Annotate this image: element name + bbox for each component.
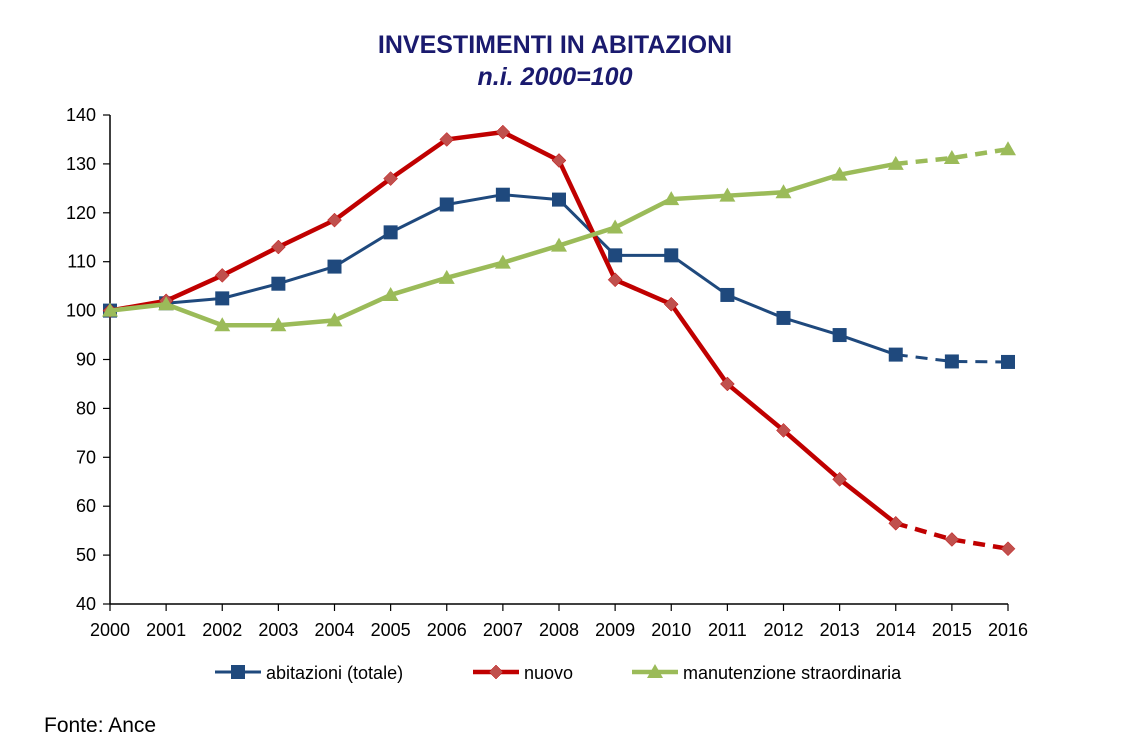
y-tick-label: 110 — [67, 252, 96, 272]
data-point — [552, 192, 566, 207]
x-tick-label: 2004 — [314, 620, 354, 640]
x-tick-label: 2008 — [539, 620, 579, 640]
y-tick-label: 90 — [76, 350, 96, 370]
data-point — [607, 219, 624, 234]
series-layer — [102, 124, 1016, 557]
data-point — [776, 423, 791, 438]
data-point — [439, 197, 454, 212]
data-point — [663, 191, 680, 206]
data-point — [832, 328, 847, 343]
axes: 40 50 60 70 80 90 100 110 120 130 140 2000 2001 2002 2… — [66, 105, 1028, 640]
chart: INVESTIMENTI IN ABITAZIONI n.i. 2000=100… — [66, 31, 1028, 683]
x-tick-label: 2003 — [258, 620, 298, 640]
x-tick-label: 2012 — [763, 620, 803, 640]
x-tick-label: 2015 — [932, 620, 972, 640]
legend-item-2: manutenzione straordinaria — [632, 663, 902, 683]
x-tick-label: 2011 — [708, 620, 747, 640]
x-tick-label: 2013 — [820, 620, 860, 640]
y-tick-label: 70 — [76, 447, 96, 467]
legend-marker — [488, 664, 504, 680]
legend-marker — [231, 665, 245, 679]
data-point — [1001, 354, 1015, 369]
x-tick-label: 2001 — [146, 620, 186, 640]
y-tick-label: 80 — [76, 398, 96, 418]
y-tick-label: 140 — [66, 105, 96, 125]
series-1 — [102, 124, 1016, 557]
chart-subtitle: n.i. 2000=100 — [478, 63, 633, 91]
data-point — [382, 286, 399, 301]
data-point — [887, 155, 904, 170]
y-tick-label: 40 — [76, 594, 96, 614]
data-point — [831, 166, 848, 181]
x-tick-label: 2006 — [427, 620, 467, 640]
legend-label: nuovo — [524, 663, 573, 683]
x-tick-label: 2014 — [876, 620, 916, 640]
legend: abitazioni (totale) nuovo manutenzione str… — [215, 663, 902, 683]
x-tick-label: 2000 — [90, 620, 130, 640]
data-point — [1000, 141, 1016, 156]
legend-label: abitazioni (totale) — [266, 663, 403, 683]
data-point — [495, 124, 511, 140]
x-tick-label: 2007 — [483, 620, 523, 640]
y-tick-label: 100 — [66, 301, 96, 321]
x-tick-label: 2005 — [371, 620, 411, 640]
data-point — [944, 532, 960, 547]
data-point — [720, 376, 735, 392]
data-point — [1000, 541, 1016, 557]
data-point — [663, 296, 679, 312]
data-point — [438, 269, 455, 284]
chart-title: INVESTIMENTI IN ABITAZIONI — [378, 31, 732, 59]
series-0 — [103, 187, 1015, 369]
x-tick-label: 2016 — [988, 620, 1028, 640]
data-point — [326, 312, 343, 327]
legend-label: manutenzione straordinaria — [683, 663, 902, 683]
data-point — [664, 248, 679, 263]
data-point — [608, 248, 623, 263]
data-point — [551, 153, 567, 168]
y-tick-label: 60 — [76, 496, 96, 516]
data-point — [383, 171, 398, 186]
data-point — [271, 239, 286, 255]
series-2 — [102, 141, 1016, 332]
data-point — [495, 187, 510, 202]
data-point — [719, 187, 736, 202]
data-point — [944, 354, 959, 369]
data-point — [158, 296, 175, 311]
legend-item-1: nuovo — [473, 663, 573, 683]
x-tick-label: 2009 — [595, 620, 635, 640]
data-point — [888, 515, 904, 531]
source-note: Fonte: Ance — [44, 714, 157, 737]
data-point — [720, 287, 735, 302]
legend-item-0: abitazioni (totale) — [215, 663, 403, 683]
data-point — [214, 317, 231, 332]
data-point — [832, 471, 847, 487]
data-point — [102, 302, 118, 317]
data-point — [271, 276, 286, 291]
legend-marker — [647, 664, 663, 678]
data-point — [551, 237, 567, 252]
x-tick-label: 2002 — [202, 620, 242, 640]
y-tick-label: 120 — [66, 203, 96, 223]
data-point — [494, 254, 511, 269]
data-point — [214, 268, 230, 283]
y-tick-label: 50 — [76, 545, 96, 565]
y-tick-label: 130 — [66, 154, 96, 174]
data-point — [888, 347, 903, 362]
data-point — [776, 310, 791, 325]
data-point — [270, 317, 287, 332]
data-point — [943, 150, 960, 165]
data-point — [439, 132, 455, 147]
data-point — [327, 212, 342, 228]
data-point — [327, 259, 342, 274]
data-point — [607, 272, 623, 288]
data-point — [215, 291, 230, 306]
data-point — [383, 225, 398, 240]
x-tick-label: 2010 — [651, 620, 691, 640]
data-point — [775, 184, 792, 199]
